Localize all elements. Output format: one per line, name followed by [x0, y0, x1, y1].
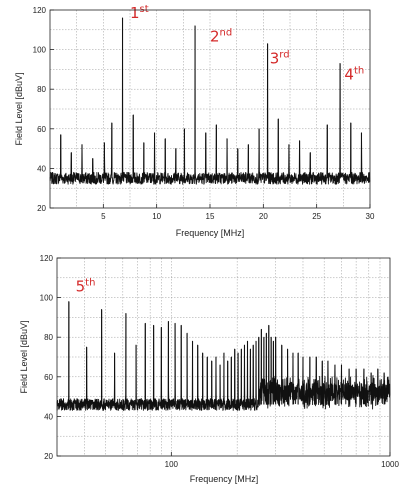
chart-top-harmonic-label: 2nd [210, 28, 232, 46]
chart-top-xtick-label: 5 [101, 212, 106, 221]
chart-bottom-ytick-label: 120 [40, 254, 54, 263]
chart-top-xtick-label: 10 [152, 212, 161, 221]
chart-top-harmonic-label: 3rd [270, 49, 290, 67]
chart-bottom-frame [56, 257, 391, 457]
chart-top-harmonic-label: 4th [344, 65, 364, 83]
chart-bottom-ytick-label: 20 [44, 452, 53, 461]
chart-bottom-xlabel: Frequency [MHz] [190, 474, 259, 484]
chart-top-harmonic-label: 1st [130, 4, 149, 22]
chart-top-trace [49, 17, 371, 185]
chart-top-ytick-label: 20 [37, 204, 46, 213]
chart-bottom-ytick-label: 80 [44, 333, 53, 342]
chart-top-ytick-label: 120 [33, 6, 47, 15]
chart-top-linear: Field Level [dBuV] Frequency [MHz] 20 40 6… [14, 4, 375, 238]
chart-top-ytick-label: 40 [37, 164, 46, 173]
chart-top-xlabel: Frequency [MHz] [176, 228, 245, 238]
chart-top-frame [49, 9, 371, 209]
chart-bottom-ytick-label: 40 [44, 412, 53, 421]
chart-top-xtick-label: 30 [366, 212, 375, 221]
chart-top-xtick-label: 15 [206, 212, 215, 221]
chart-top-ytick-label: 80 [37, 85, 46, 94]
chart-bottom-ytick-label: 60 [44, 373, 53, 382]
chart-bottom-ylabel: Field Level [dBuV] [19, 320, 29, 393]
chart-top-ytick-label: 60 [37, 125, 46, 134]
chart-bottom-harmonic-label: 5th [76, 278, 96, 296]
chart-top-ytick-label: 100 [33, 46, 47, 55]
chart-top-ylabel: Field Level [dBuV] [14, 72, 24, 145]
chart-bottom-log: Field Level [dBuV] Frequency [MHz] 20 40 6… [19, 254, 399, 484]
chart-bottom-ytick-label: 100 [40, 294, 54, 303]
chart-bottom-xtick-label: 1000 [381, 460, 399, 469]
chart-bottom-xtick-label: 100 [165, 460, 179, 469]
chart-top-xtick-label: 25 [312, 212, 321, 221]
chart-top-xtick-label: 20 [259, 212, 268, 221]
